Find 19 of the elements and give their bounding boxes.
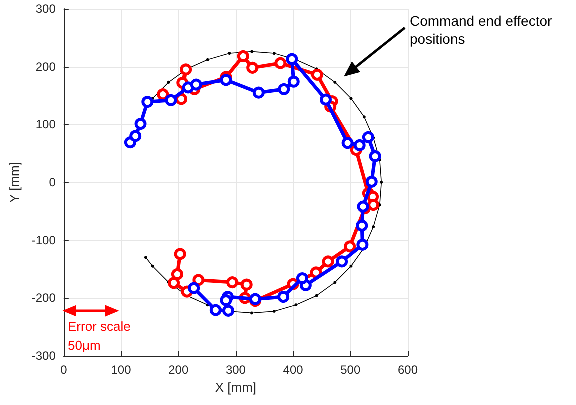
x-tick-label: 400 <box>283 363 304 377</box>
text: Command end effector positions <box>410 12 554 48</box>
x-tick-label: 600 <box>398 363 418 377</box>
y-tick-label: -100 <box>32 233 56 248</box>
y-tick-label: 300 <box>36 2 56 16</box>
y-tick-label: -200 <box>32 291 56 306</box>
y-tick-label: -300 <box>32 349 56 363</box>
annotation: Error scale <box>68 319 131 334</box>
y-tick-label: 0 <box>49 176 56 190</box>
x-tick-label: 100 <box>111 363 132 377</box>
x-tick-label: 300 <box>226 363 246 377</box>
y-tick-label: 100 <box>36 118 56 132</box>
annotation: 50μm <box>68 338 101 353</box>
y-tick-label: 200 <box>36 60 56 74</box>
x-tick-label: 0 <box>60 363 68 377</box>
x-axis-title: X [mm] <box>215 380 257 395</box>
y-axis-title: Y [mm] <box>7 162 22 203</box>
x-tick-label: 200 <box>168 363 189 377</box>
x-tick-label: 500 <box>340 363 361 377</box>
